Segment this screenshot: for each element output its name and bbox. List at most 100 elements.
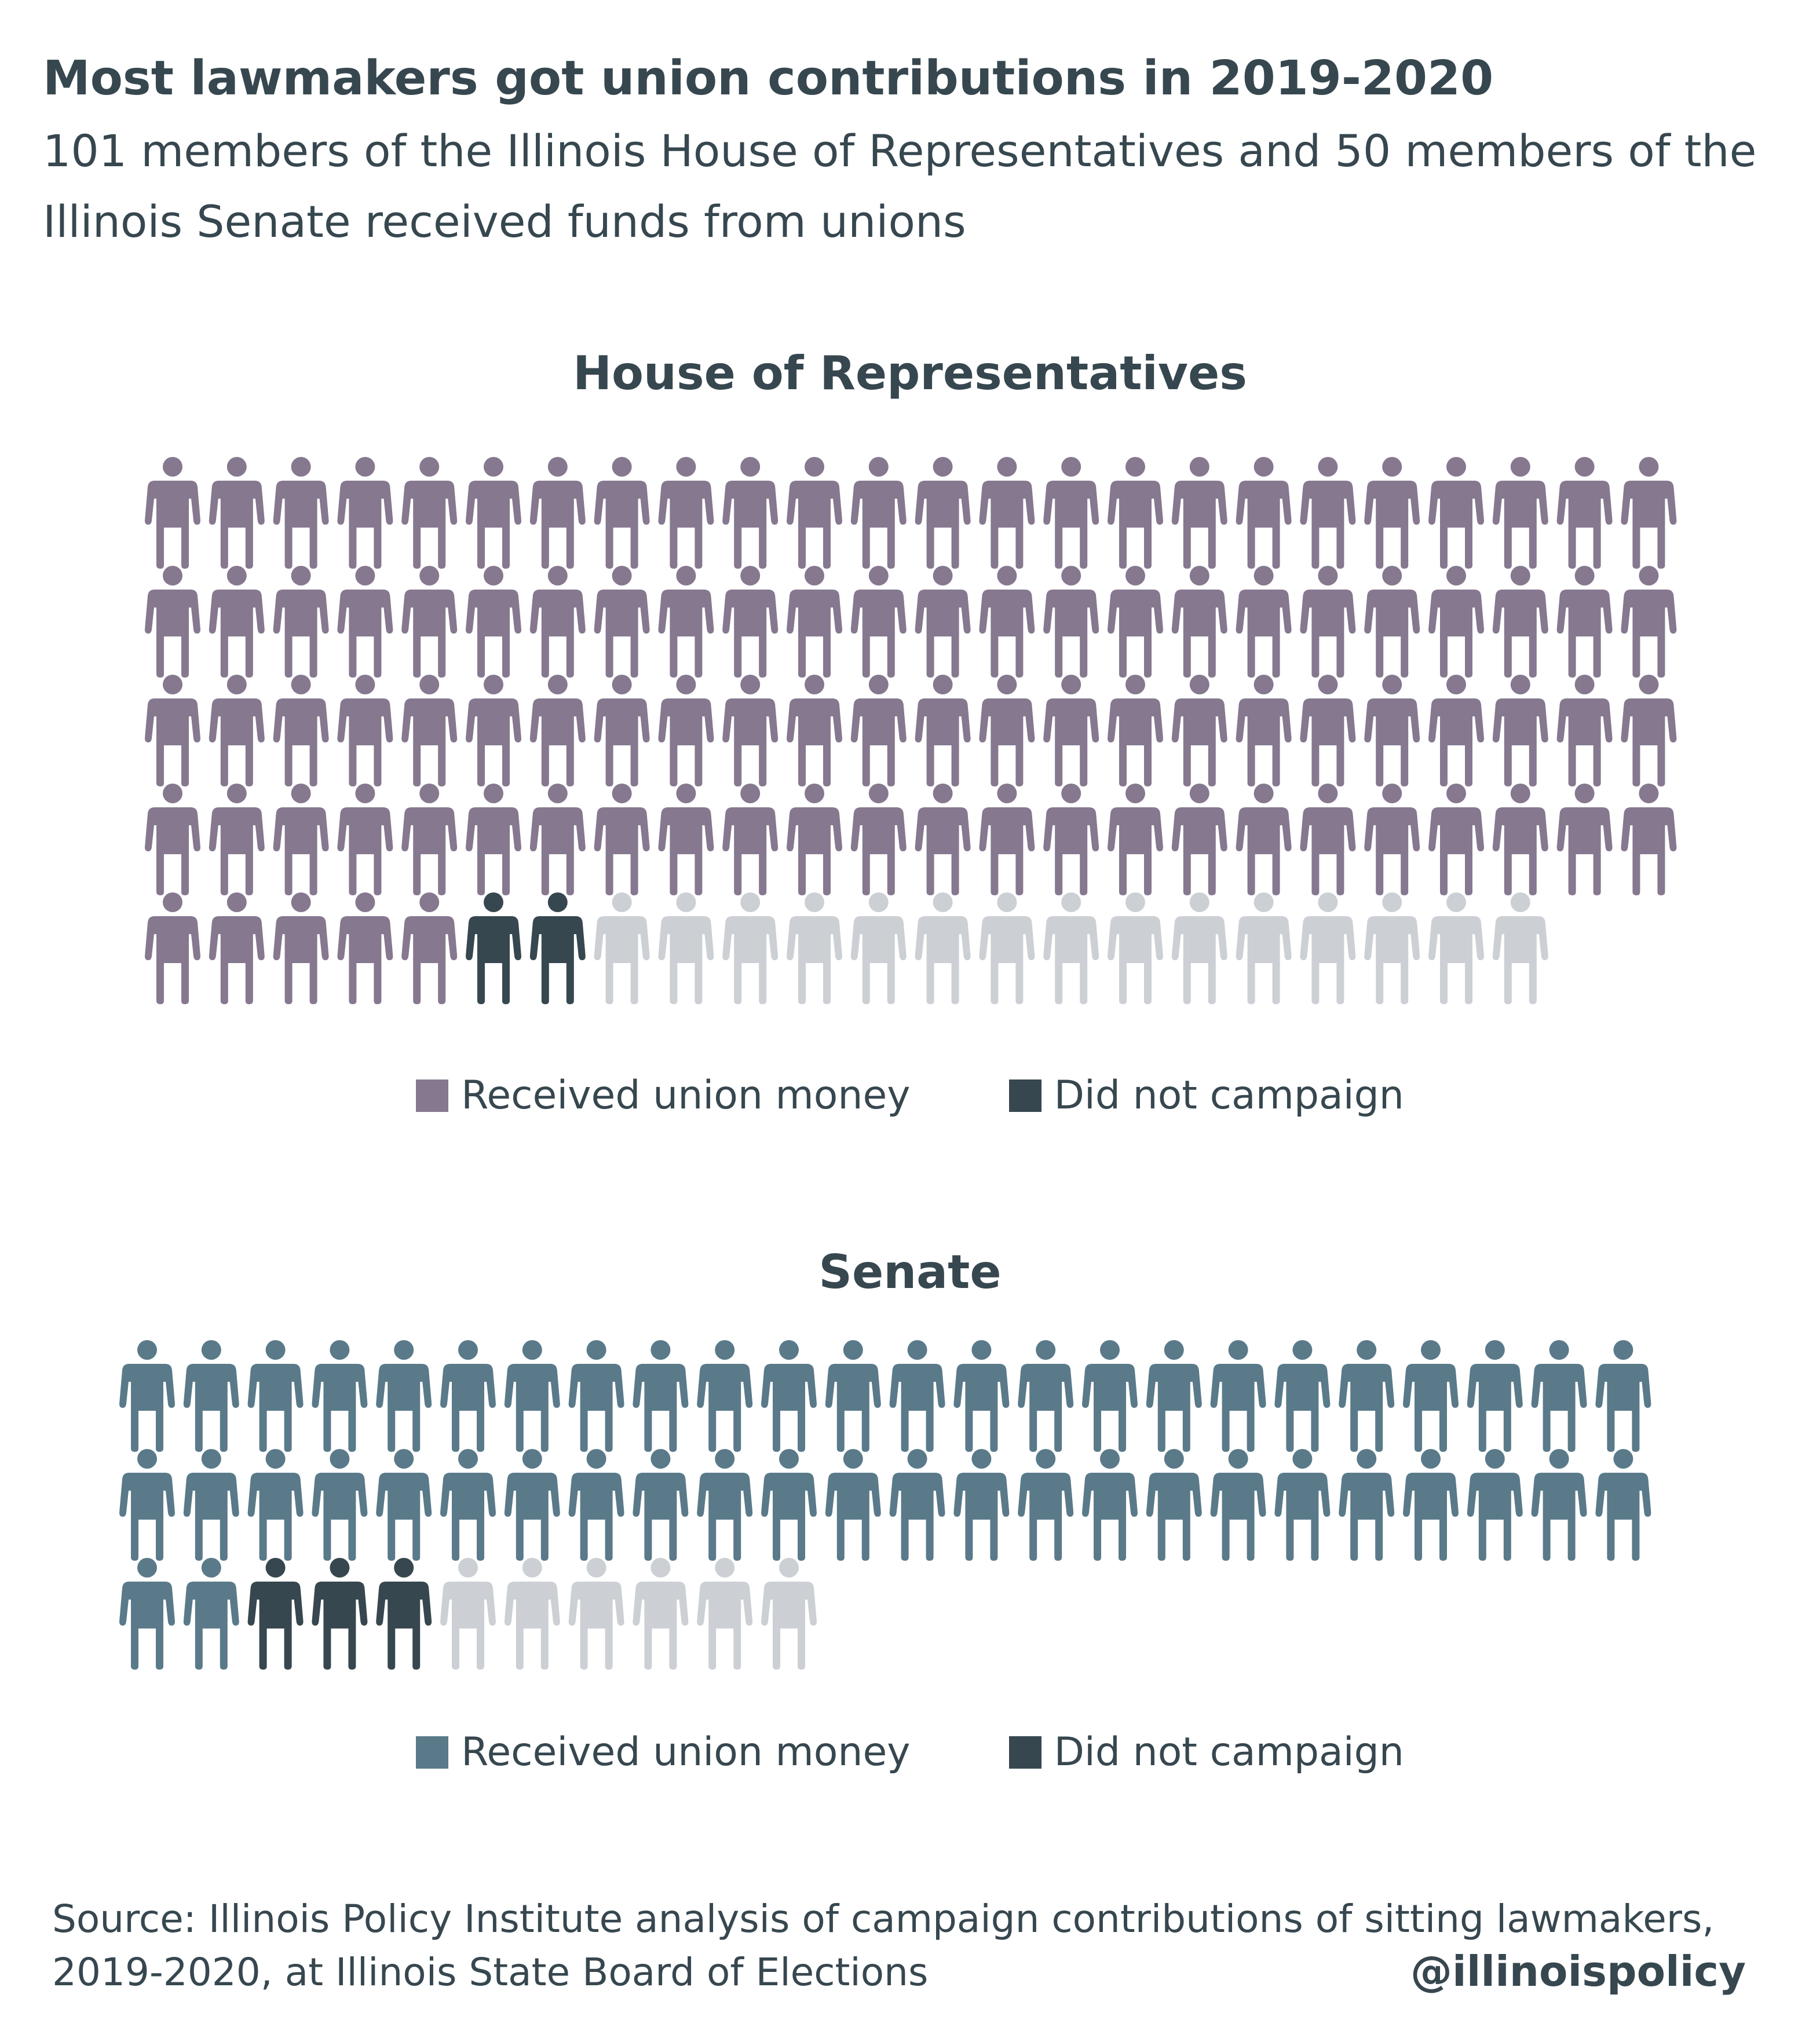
senate-person-icon (1467, 1449, 1523, 1561)
senate-person-icon (697, 1558, 753, 1670)
house-person-icon (1171, 457, 1227, 569)
senate-person-icon (1274, 1340, 1331, 1452)
senate-person-icon (1146, 1340, 1202, 1452)
house-person-icon (145, 457, 200, 569)
house-person-icon (1428, 892, 1484, 1004)
house-person-icon (915, 892, 971, 1004)
house-person-icon (1556, 784, 1613, 895)
house-person-icon (1300, 675, 1356, 786)
senate-person-icon (1467, 1340, 1523, 1452)
house-person-icon (1108, 892, 1163, 1004)
senate-icon-grid (119, 1340, 1651, 1670)
house-person-icon (209, 675, 265, 786)
senate-person-icon (953, 1449, 1010, 1561)
house-person-icon (1492, 784, 1548, 895)
house-person-icon (1621, 566, 1677, 678)
house-person-icon (1108, 784, 1163, 895)
senate-person-icon (889, 1449, 945, 1561)
house-person-icon (1364, 892, 1420, 1004)
house-person-icon (1236, 892, 1292, 1004)
house-person-icon (401, 457, 458, 569)
house-person-icon (722, 566, 779, 678)
house-person-icon (401, 892, 458, 1004)
house-person-icon (337, 457, 393, 569)
house-person-icon (850, 784, 907, 895)
senate-legend-label-received: Received union money (461, 1729, 911, 1775)
senate-person-icon (376, 1558, 432, 1670)
source-note: Source: Illinois Policy Institute analys… (52, 1897, 1715, 1995)
house-person-icon (337, 566, 393, 678)
house-person-icon (915, 457, 971, 569)
house-person-icon (1492, 892, 1548, 1004)
house-person-icon (1364, 784, 1420, 895)
house-person-icon (915, 784, 971, 895)
house-person-icon (145, 566, 200, 678)
house-person-icon (466, 892, 521, 1004)
house-person-icon (1621, 675, 1677, 786)
house-icon-grid (145, 457, 1677, 1004)
house-person-icon (1043, 457, 1099, 569)
senate-person-icon (568, 1340, 624, 1452)
senate-person-icon (761, 1449, 817, 1561)
house-person-icon (1043, 784, 1099, 895)
senate-person-icon (1018, 1449, 1074, 1561)
house-person-icon (1108, 457, 1163, 569)
senate-person-icon (761, 1340, 817, 1452)
house-person-icon (466, 457, 521, 569)
senate-person-icon (1082, 1340, 1138, 1452)
house-person-icon (658, 892, 714, 1004)
house-person-icon (1171, 892, 1227, 1004)
house-person-icon (337, 784, 393, 895)
house-person-icon (466, 675, 521, 786)
house-person-icon (209, 457, 265, 569)
house-person-icon (1428, 784, 1484, 895)
house-person-icon (1556, 566, 1613, 678)
senate-person-icon (504, 1340, 560, 1452)
senate-person-icon (568, 1449, 624, 1561)
house-person-icon (915, 566, 971, 678)
house-person-icon (594, 675, 650, 786)
house-person-icon (787, 675, 842, 786)
house-person-icon (1300, 457, 1356, 569)
senate-person-icon (953, 1340, 1010, 1452)
senate-person-icon (697, 1449, 753, 1561)
senate-person-icon (1082, 1449, 1138, 1561)
house-legend: Received union money Did not campaign (0, 1073, 1820, 1118)
house-person-icon (209, 892, 265, 1004)
senate-person-icon (504, 1449, 560, 1561)
house-person-icon (850, 566, 907, 678)
house-person-icon (401, 784, 458, 895)
house-person-icon (1171, 784, 1227, 895)
senate-person-icon (1339, 1340, 1395, 1452)
senate-person-icon (440, 1449, 496, 1561)
house-person-icon (1236, 675, 1292, 786)
house-person-icon (850, 892, 907, 1004)
senate-person-icon (312, 1340, 368, 1452)
house-person-icon (722, 892, 779, 1004)
house-person-icon (850, 675, 907, 786)
senate-person-icon (376, 1449, 432, 1561)
senate-person-icon (1210, 1340, 1266, 1452)
senate-person-icon (119, 1449, 175, 1561)
senate-legend: Received union money Did not campaign (0, 1729, 1820, 1775)
house-legend-item-did-not-campaign: Did not campaign (1008, 1073, 1404, 1118)
house-person-icon (722, 457, 779, 569)
senate-person-icon (504, 1558, 560, 1670)
house-person-icon (529, 566, 586, 678)
senate-legend-swatch-received (416, 1736, 449, 1769)
house-person-icon (1236, 566, 1292, 678)
senate-person-icon (247, 1558, 304, 1670)
house-person-icon (337, 892, 393, 1004)
senate-person-icon (119, 1340, 175, 1452)
house-person-icon (529, 784, 586, 895)
house-legend-item-received: Received union money (416, 1073, 911, 1118)
house-person-icon (1364, 675, 1420, 786)
senate-person-icon (568, 1558, 624, 1670)
senate-person-icon (440, 1558, 496, 1670)
house-person-icon (1428, 675, 1484, 786)
house-person-icon (1171, 566, 1227, 678)
house-person-icon (1043, 566, 1099, 678)
senate-person-icon (825, 1449, 881, 1561)
house-person-icon (1300, 784, 1356, 895)
house-person-icon (1492, 457, 1548, 569)
